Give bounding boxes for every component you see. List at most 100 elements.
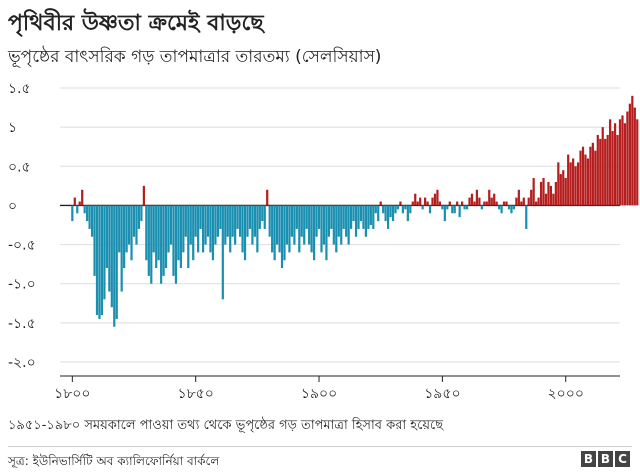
bar-1980: [515, 197, 518, 206]
bar-1996: [554, 181, 557, 206]
temperature-anomaly-chart: ১.৫ ১ ০.৫ ০ -০.৫ -১.০ -১.৫ -২.০ ১৮০০ ১৮৫০ ১৯০০ ১৯৫০…: [8, 81, 639, 402]
y-tick-label: -১.০: [8, 277, 36, 293]
bar-2019: [611, 131, 614, 206]
bar-2015: [601, 127, 604, 206]
bar-1962: [470, 193, 474, 206]
bar-1871: [246, 205, 249, 237]
bar-1876: [258, 205, 261, 229]
bar-1915: [354, 205, 358, 237]
y-tick-label: ০.৫: [8, 159, 31, 175]
bar-1975: [502, 201, 506, 206]
bar-1824: [130, 205, 133, 261]
bar-1977: [507, 205, 511, 210]
bar-1988: [535, 201, 538, 206]
bar-1843: [177, 205, 180, 261]
bar-1821: [123, 205, 126, 269]
bar-1825: [132, 205, 136, 237]
bar-1877: [261, 205, 264, 222]
bar-1928: [387, 205, 390, 229]
x-tick-label: ১৯৫০: [424, 386, 460, 402]
bar-1855: [206, 205, 210, 237]
bar-1860: [219, 205, 222, 229]
bar-2008: [584, 154, 587, 206]
bar-1946: [431, 197, 434, 206]
bar-1998: [559, 174, 562, 206]
bar-2005: [576, 162, 580, 206]
bar-1865: [231, 205, 234, 237]
bar-1891: [295, 205, 298, 229]
bar-1846: [184, 205, 187, 237]
bar-1867: [236, 205, 239, 229]
bar-1884: [278, 205, 281, 253]
bar-1898: [312, 205, 316, 261]
bar-1823: [127, 205, 131, 245]
bar-1989: [537, 197, 540, 206]
bar-1849: [192, 205, 195, 261]
y-tick-label: ১.৫: [8, 81, 31, 97]
bar-1978: [510, 205, 513, 214]
bar-1873: [251, 205, 254, 245]
bar-1968: [485, 201, 488, 206]
bar-1910: [342, 205, 345, 229]
bar-1992: [544, 193, 548, 206]
bar-2001: [567, 154, 570, 206]
bar-1961: [468, 197, 471, 206]
bar-1854: [204, 205, 207, 245]
bar-1973: [498, 205, 501, 210]
bar-2029: [636, 119, 639, 206]
bar-1812: [100, 205, 104, 316]
y-tick-label: -০.৫: [8, 238, 36, 254]
bar-1916: [357, 205, 360, 229]
bar-1899: [315, 205, 318, 237]
bar-1856: [209, 205, 212, 253]
bar-1832: [150, 205, 153, 284]
bar-1862: [224, 205, 227, 245]
bar-1806: [86, 205, 89, 222]
bar-1902: [322, 205, 326, 245]
bar-1945: [428, 205, 432, 214]
bar-1923: [374, 205, 377, 214]
bar-1936: [406, 205, 409, 222]
bar-1926: [382, 205, 385, 214]
bar-1861: [221, 205, 224, 300]
bar-1881: [271, 205, 274, 253]
bar-1837: [162, 205, 165, 276]
bar-1929: [389, 205, 392, 218]
bar-1997: [557, 162, 560, 206]
bar-1905: [330, 205, 333, 229]
bar-1938: [411, 201, 414, 206]
bar-1822: [125, 205, 128, 253]
y-tick-label: -১.৫: [8, 316, 36, 332]
bar-1951: [443, 205, 446, 222]
source-label: সূত্র: ইউনিভার্সিটি অব ক্যালিফোর্নিয়া ব…: [8, 454, 220, 468]
bar-1808: [90, 205, 94, 237]
footnote: ১৯৫১-১৯৮০ সময়কালে পাওয়া তথ্য থেকে ভূপৃ…: [8, 418, 444, 433]
bar-1917: [359, 205, 363, 222]
bar-1911: [345, 205, 348, 237]
bar-1886: [283, 205, 286, 261]
bar-2002: [569, 162, 572, 206]
bar-1834: [155, 205, 158, 269]
bar-1858: [214, 205, 217, 245]
bar-1986: [530, 189, 533, 206]
bar-1965: [478, 197, 481, 206]
bar-1814: [105, 205, 108, 269]
bar-1995: [552, 193, 555, 206]
bar-1981: [517, 189, 520, 206]
bar-1802: [76, 205, 79, 214]
bar-1952: [446, 205, 449, 210]
bbc-logo-b1: B: [581, 451, 596, 467]
bar-1906: [332, 205, 335, 245]
bar-2012: [594, 150, 597, 206]
bar-2010: [589, 146, 592, 206]
bar-1943: [424, 197, 427, 206]
bar-1960: [465, 205, 469, 210]
bar-1932: [396, 205, 400, 210]
bar-1897: [310, 205, 313, 253]
bar-1874: [253, 205, 256, 237]
bar-1908: [337, 205, 340, 237]
bar-2025: [626, 111, 629, 206]
bar-1826: [135, 205, 138, 245]
bar-2006: [579, 150, 582, 206]
bar-1803: [78, 201, 81, 206]
